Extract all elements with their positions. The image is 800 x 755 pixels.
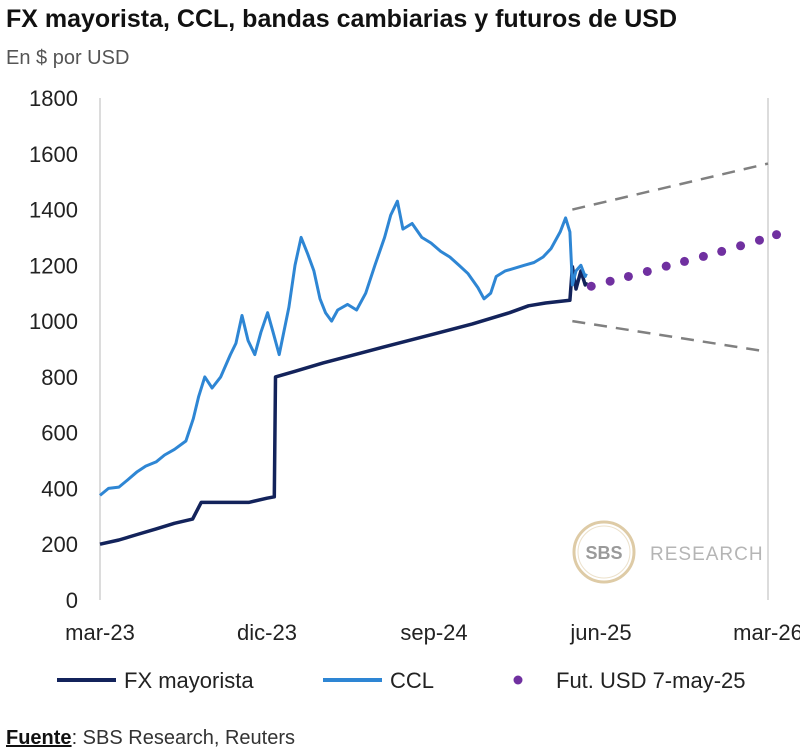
futures-point	[661, 261, 671, 271]
y-tick-label: 1600	[29, 142, 78, 167]
y-tick-label: 1400	[29, 198, 78, 223]
upper-band-line	[572, 162, 769, 211]
y-axis-ticks: 0 200 400 600 800 1000 1200 1400 1600 1800	[29, 86, 78, 613]
chart-legend: FX mayorista CCL Fut. USD 7-may-25	[57, 668, 746, 693]
futures-point	[586, 281, 596, 291]
logo-text: RESEARCH	[650, 544, 764, 565]
futures-point	[736, 241, 746, 251]
series-lines	[99, 199, 589, 546]
futures-point	[605, 276, 615, 286]
sbs-research-logo: SBS RESEARCH	[572, 520, 764, 584]
source-note: Fuente: SBS Research, Reuters	[6, 727, 295, 750]
logo-mark: SBS	[585, 543, 622, 563]
logo-ring	[572, 520, 636, 584]
futures-dots	[586, 230, 782, 291]
fx-chart: 0 200 400 600 800 1000 1200 1400 1600 1800 mar-23…	[29, 86, 800, 693]
legend-swatch-fut	[513, 675, 523, 685]
chart-subtitle: En $ por USD	[6, 47, 130, 69]
x-tick-label: sep-24	[400, 620, 467, 645]
lower-band-line	[572, 319, 769, 354]
futures-point	[754, 235, 764, 245]
source-label: Fuente	[6, 727, 72, 749]
x-tick-label: jun-25	[569, 620, 631, 645]
y-tick-label: 600	[41, 421, 78, 446]
exchange-bands	[572, 162, 769, 354]
chart-title: FX mayorista, CCL, bandas cambiarias y f…	[6, 5, 678, 33]
futures-point	[680, 256, 689, 266]
y-tick-label: 1800	[29, 86, 78, 111]
y-tick-label: 400	[41, 476, 78, 501]
source-text: : SBS Research, Reuters	[71, 727, 295, 749]
y-tick-label: 1000	[29, 309, 78, 334]
logo-inner-ring	[577, 525, 631, 579]
y-tick-label: 800	[41, 365, 78, 390]
futures-point	[772, 230, 782, 240]
x-tick-label: dic-23	[237, 620, 297, 645]
y-tick-label: 1200	[29, 253, 78, 278]
futures-point	[623, 271, 633, 281]
y-tick-label: 200	[41, 532, 78, 557]
x-tick-label: mar-23	[65, 620, 135, 645]
x-tick-label: mar-26	[733, 620, 800, 645]
y-tick-label: 0	[66, 588, 78, 613]
futures-point	[642, 266, 652, 276]
plot-frame	[99, 98, 769, 600]
legend-label-fx: FX mayorista	[124, 668, 254, 693]
futures-point	[717, 246, 727, 256]
x-axis-ticks: mar-23 dic-23 sep-24 jun-25 mar-26	[65, 620, 800, 645]
legend-label-ccl: CCL	[390, 668, 434, 693]
legend-label-fut: Fut. USD 7-may-25	[556, 668, 746, 693]
futures-point	[698, 251, 708, 261]
ccl-line	[99, 199, 588, 497]
